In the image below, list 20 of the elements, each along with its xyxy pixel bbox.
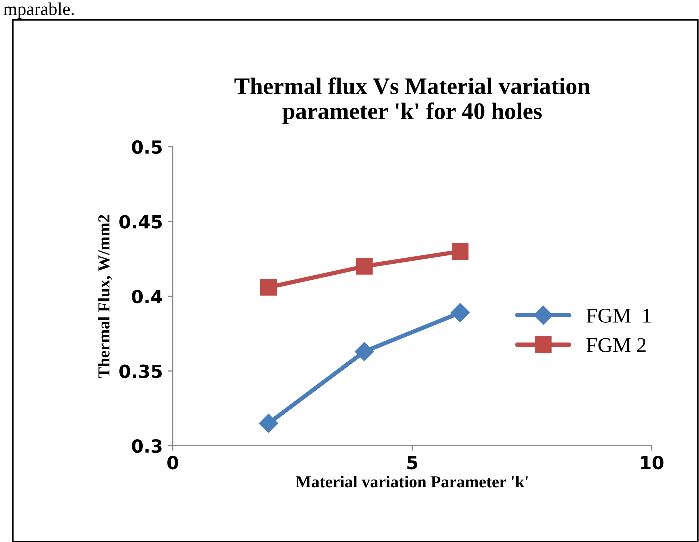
y-tick-label: 0.3: [132, 439, 162, 454]
x-tick-label: 0: [168, 456, 178, 470]
y-tick-label: 0.5: [132, 140, 162, 154]
x-tick-label: 5: [408, 456, 418, 470]
y-tick-label: 0.4: [132, 290, 162, 304]
legend-label: FGM 1: [586, 308, 651, 323]
x-tick-label: 10: [641, 456, 664, 470]
y-tick-label: 0.45: [120, 215, 162, 229]
chart-title: Thermal flux Vs Material variation parameter 'k' for 40 holes: [234, 78, 590, 124]
point: [259, 414, 278, 434]
text: mparable.: [4, 2, 74, 20]
point: [356, 258, 373, 275]
point: [450, 303, 470, 322]
x-axis-title: Material variation Parameter 'k': [296, 476, 528, 488]
point: [260, 279, 278, 296]
y-axis-title: Thermal Flux, W/mm2: [98, 215, 112, 378]
point: [355, 342, 374, 362]
y-tick-label: 0.35: [120, 364, 162, 378]
legend-label: FGM 2: [586, 338, 646, 352]
point: [452, 243, 469, 260]
